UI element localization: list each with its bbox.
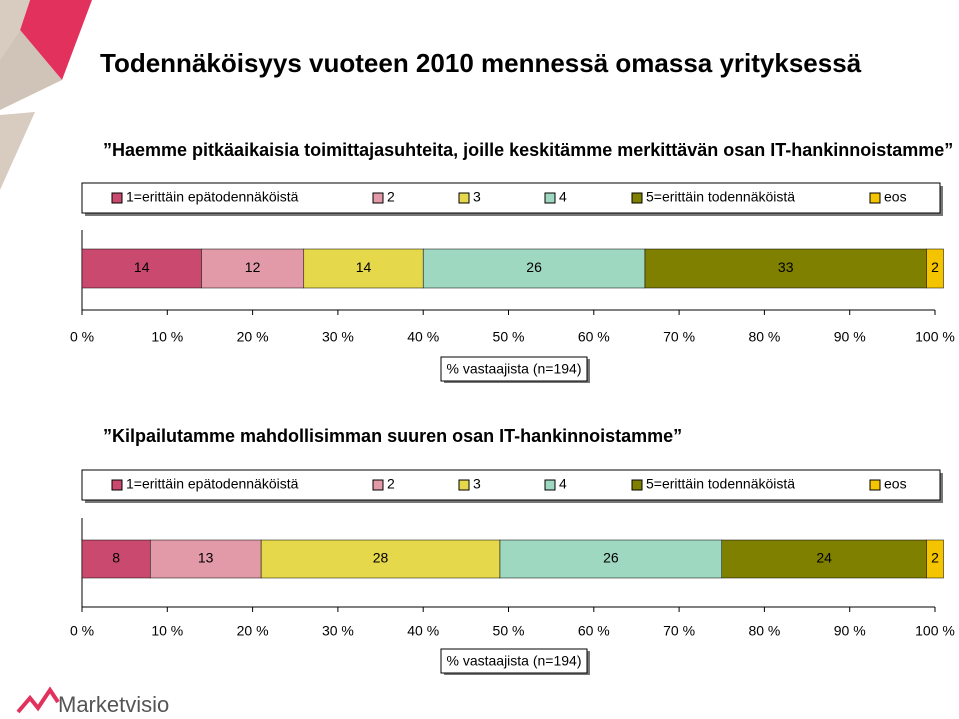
logo: Marketvisio [16,686,169,717]
bar-segment [201,248,305,289]
legend-label: 4 [559,189,567,205]
legend-swatch [372,192,384,204]
legend-label: 5=erittäin todennäköistä [646,189,795,205]
bar-segment [81,539,151,579]
x-tick-label: 100 % [915,329,955,345]
logo-mark [16,686,60,714]
x-tick-label: 30 % [322,329,354,345]
legend-swatch [458,479,470,491]
legend-label: 1=erittäin epätodennäköistä [126,476,299,492]
x-tick-label: 20 % [237,623,269,639]
data-label: 26 [526,259,542,275]
data-label: 14 [356,259,372,275]
legend-swatch [869,479,881,491]
x-tick-label: 60 % [578,623,610,639]
legend-label: 3 [473,189,481,205]
x-tick-label: 80 % [748,623,780,639]
x-tick-label: 60 % [578,329,610,345]
triangle [20,0,92,80]
bar-segment [926,248,944,289]
legend-label: 1=erittäin epätodennäköistä [126,189,299,205]
slide-title: Todennäköisyys vuoteen 2010 mennessä oma… [100,48,862,78]
legend-swatch [544,192,556,204]
data-label: 33 [778,259,794,275]
x-tick-label: 70 % [663,329,695,345]
x-tick-label: 50 % [493,329,525,345]
bar-segment [644,248,927,289]
bar-segment [721,539,927,579]
x-tick-label: 10 % [151,329,183,345]
triangle [0,30,62,110]
x-tick-label: 30 % [322,623,354,639]
bar-segment [422,248,646,289]
triangle [0,0,30,60]
chart-title: ”Kilpailutamme mahdollisimman suuren osa… [103,426,682,446]
x-axis-label: % vastaajista (n=194) [446,653,581,669]
legend-box [81,182,941,214]
decoration [0,0,92,190]
legend-swatch [631,479,643,491]
chart-title: ”Haemme pitkäaikaisia toimittajasuhteita… [103,140,953,160]
legend-swatch [111,479,123,491]
x-tick-label: 40 % [407,329,439,345]
x-tick-label: 0 % [70,623,94,639]
legend-label: 5=erittäin todennäköistä [646,476,795,492]
xlabel-box [440,648,588,674]
x-tick-label: 0 % [70,329,94,345]
data-label: 28 [373,550,389,566]
data-label: 2 [931,259,939,275]
bar-segment [926,539,944,579]
legend-swatch [458,192,470,204]
legend-label: 3 [473,476,481,492]
data-label: 13 [198,550,214,566]
data-label: 14 [134,259,150,275]
data-label: 26 [603,550,619,566]
x-tick-label: 80 % [748,329,780,345]
x-tick-label: 70 % [663,623,695,639]
legend-label: eos [884,189,907,205]
data-label: 8 [112,550,120,566]
data-label: 24 [816,550,832,566]
bar-segment [260,539,501,579]
data-label: 2 [931,550,939,566]
x-tick-label: 40 % [407,623,439,639]
x-tick-label: 90 % [834,329,866,345]
x-tick-label: 20 % [237,329,269,345]
bar-segment [499,539,722,579]
x-tick-label: 10 % [151,623,183,639]
triangle [0,112,35,190]
legend-swatch [544,479,556,491]
bar-segment [81,248,202,289]
xlabel-box [440,356,588,382]
legend-label: 2 [387,476,395,492]
legend-box [81,469,941,501]
x-tick-label: 50 % [493,623,525,639]
legend-swatch [111,192,123,204]
logo-text: Marketvisio [58,692,169,717]
legend-label: eos [884,476,907,492]
legend-swatch [869,192,881,204]
data-label: 12 [245,259,261,275]
x-axis-label: % vastaajista (n=194) [446,361,581,377]
legend-label: 4 [559,476,567,492]
legend-swatch [631,192,643,204]
bar-segment [303,248,424,289]
x-tick-label: 100 % [915,623,955,639]
bar-segment [149,539,262,579]
x-tick-label: 90 % [834,623,866,639]
legend-label: 2 [387,189,395,205]
legend-swatch [372,479,384,491]
